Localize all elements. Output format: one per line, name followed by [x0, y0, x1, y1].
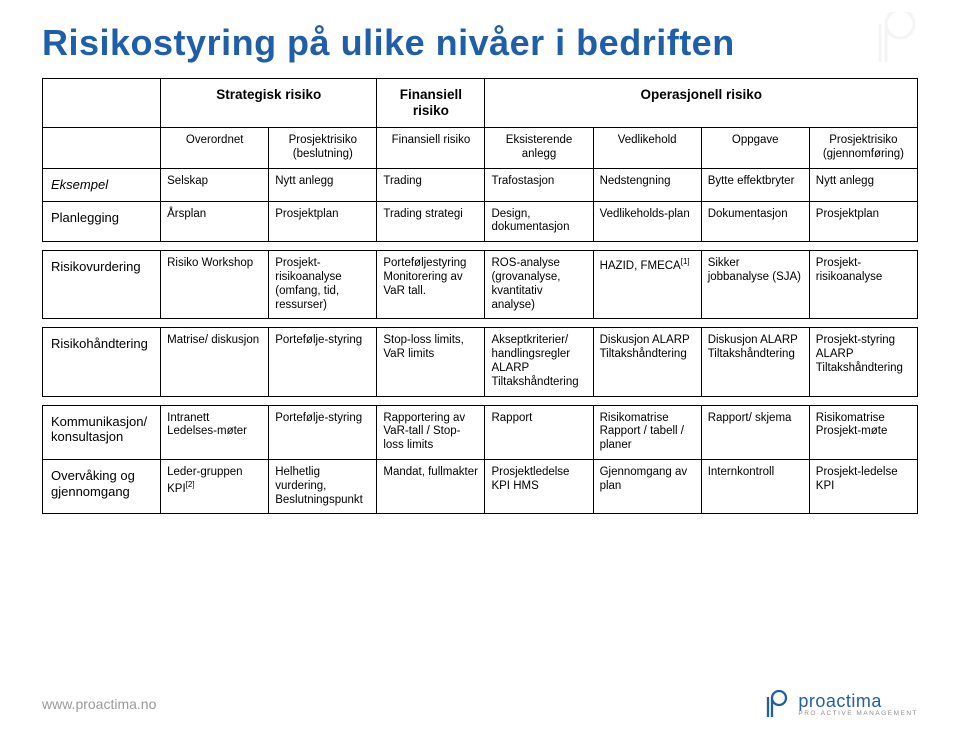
cell: Internkontroll: [701, 459, 809, 513]
cell: Vedlikeholds-plan: [593, 201, 701, 242]
cell: Årsplan: [161, 201, 269, 242]
header-strategisk: Strategisk risiko: [161, 79, 377, 128]
tagline-text: PRO·ACTIVE MANAGEMENT: [798, 710, 918, 717]
cell: Trading: [377, 168, 485, 201]
cell: Bytte effektbryter: [701, 168, 809, 201]
cell: Mandat, fullmakter: [377, 459, 485, 513]
header-finansiell: Finansiell risiko: [377, 79, 485, 128]
logo-text-stack: proactima PRO·ACTIVE MANAGEMENT: [798, 691, 918, 717]
cell: Dokumentasjon: [701, 201, 809, 242]
footer-logo: proactima PRO·ACTIVE MANAGEMENT: [764, 689, 918, 719]
cell: Diskusjon ALARP Tiltakshåndtering: [593, 328, 701, 396]
brand-text: proactima: [798, 691, 918, 712]
page-title: Risikostyring på ulike nivåer i bedrifte…: [42, 22, 918, 64]
cell: Risikomatrise Prosjekt-møte: [809, 405, 917, 459]
cell: Selskap: [161, 168, 269, 201]
cell: Sikker jobbanalyse (SJA): [701, 251, 809, 319]
cell: Nytt anlegg: [809, 168, 917, 201]
cell: Design, dokumentasjon: [485, 201, 593, 242]
subhead-blank: [43, 128, 161, 169]
cell: Prosjekt-risikoanalyse (omfang, tid, res…: [269, 251, 377, 319]
subhead-1: Prosjektrisiko (beslutning): [269, 128, 377, 169]
cell: Trafostasjon: [485, 168, 593, 201]
footer: www.proactima.no proactima PRO·ACTIVE MA…: [42, 689, 918, 719]
cell: Rapport/ skjema: [701, 405, 809, 459]
subhead-6: Prosjektrisiko (gjennomføring): [809, 128, 917, 169]
row-overvaaking: Overvåking og gjennomgang Leder-gruppen …: [43, 459, 918, 513]
cell: Risiko Workshop: [161, 251, 269, 319]
category-header-row: Strategisk risiko Finansiell risiko Oper…: [43, 79, 918, 128]
cell: Akseptkriterier/ handlingsregler ALARP T…: [485, 328, 593, 396]
cell: Nedstengning: [593, 168, 701, 201]
cell: Prosjekt-ledelse KPI: [809, 459, 917, 513]
cell: Rapportering av VaR-tall / Stop-loss lim…: [377, 405, 485, 459]
cell: Stop-loss limits, VaR limits: [377, 328, 485, 396]
header-operasjonell: Operasjonell risiko: [485, 79, 918, 128]
group-spacer: [43, 396, 918, 405]
cell: Nytt anlegg: [269, 168, 377, 201]
cell: Trading strategi: [377, 201, 485, 242]
cell: Diskusjon ALARP Tiltakshåndtering: [701, 328, 809, 396]
cell: Helhetlig vurdering, Beslutningspunkt: [269, 459, 377, 513]
cell: Prosjektplan: [809, 201, 917, 242]
cell: Portefølje-styring: [269, 405, 377, 459]
watermark-p-icon: [872, 12, 924, 73]
group-spacer: [43, 319, 918, 328]
cell: Portefølje-styring: [269, 328, 377, 396]
row-eksempel: Eksempel Selskap Nytt anlegg Trading Tra…: [43, 168, 918, 201]
row-label-eksempel: Eksempel: [43, 168, 161, 201]
row-risikovurdering: Risikovurdering Risiko Workshop Prosjekt…: [43, 251, 918, 319]
footer-url: www.proactima.no: [42, 696, 156, 712]
risk-matrix-table: Strategisk risiko Finansiell risiko Oper…: [42, 78, 918, 514]
cell: Prosjektledelse KPI HMS: [485, 459, 593, 513]
row-kommunikasjon: Kommunikasjon/ konsultasjon Intranett Le…: [43, 405, 918, 459]
cell: Rapport: [485, 405, 593, 459]
subhead-5: Oppgave: [701, 128, 809, 169]
cell: Gjennomgang av plan: [593, 459, 701, 513]
cell: Porteføljestyring Monitorering av VaR ta…: [377, 251, 485, 319]
row-planlegging: Planlegging Årsplan Prosjektplan Trading…: [43, 201, 918, 242]
subhead-4: Vedlikehold: [593, 128, 701, 169]
row-label-risikovurdering: Risikovurdering: [43, 251, 161, 319]
subhead-3: Eksisterende anlegg: [485, 128, 593, 169]
header-blank: [43, 79, 161, 128]
slide: Risikostyring på ulike nivåer i bedrifte…: [0, 0, 960, 733]
cell: Intranett Ledelses-møter: [161, 405, 269, 459]
row-label-risikohandtering: Risikohåndtering: [43, 328, 161, 396]
row-label-planlegging: Planlegging: [43, 201, 161, 242]
row-label-overvaaking: Overvåking og gjennomgang: [43, 459, 161, 513]
cell: Risikomatrise Rapport / tabell / planer: [593, 405, 701, 459]
proactima-icon: [764, 689, 792, 719]
cell: Prosjekt-risikoanalyse: [809, 251, 917, 319]
cell: Prosjektplan: [269, 201, 377, 242]
subhead-2: Finansiell risiko: [377, 128, 485, 169]
subhead-0: Overordnet: [161, 128, 269, 169]
cell: HAZID, FMECA[1]: [593, 251, 701, 319]
cell: ROS-analyse (grovanalyse, kvantitativ an…: [485, 251, 593, 319]
cell: Prosjekt-styring ALARP Tiltakshåndtering: [809, 328, 917, 396]
sub-header-row: Overordnet Prosjektrisiko (beslutning) F…: [43, 128, 918, 169]
cell: Matrise/ diskusjon: [161, 328, 269, 396]
cell: Leder-gruppen KPI[2]: [161, 459, 269, 513]
group-spacer: [43, 242, 918, 251]
row-label-kommunikasjon: Kommunikasjon/ konsultasjon: [43, 405, 161, 459]
row-risikohandtering: Risikohåndtering Matrise/ diskusjon Port…: [43, 328, 918, 396]
